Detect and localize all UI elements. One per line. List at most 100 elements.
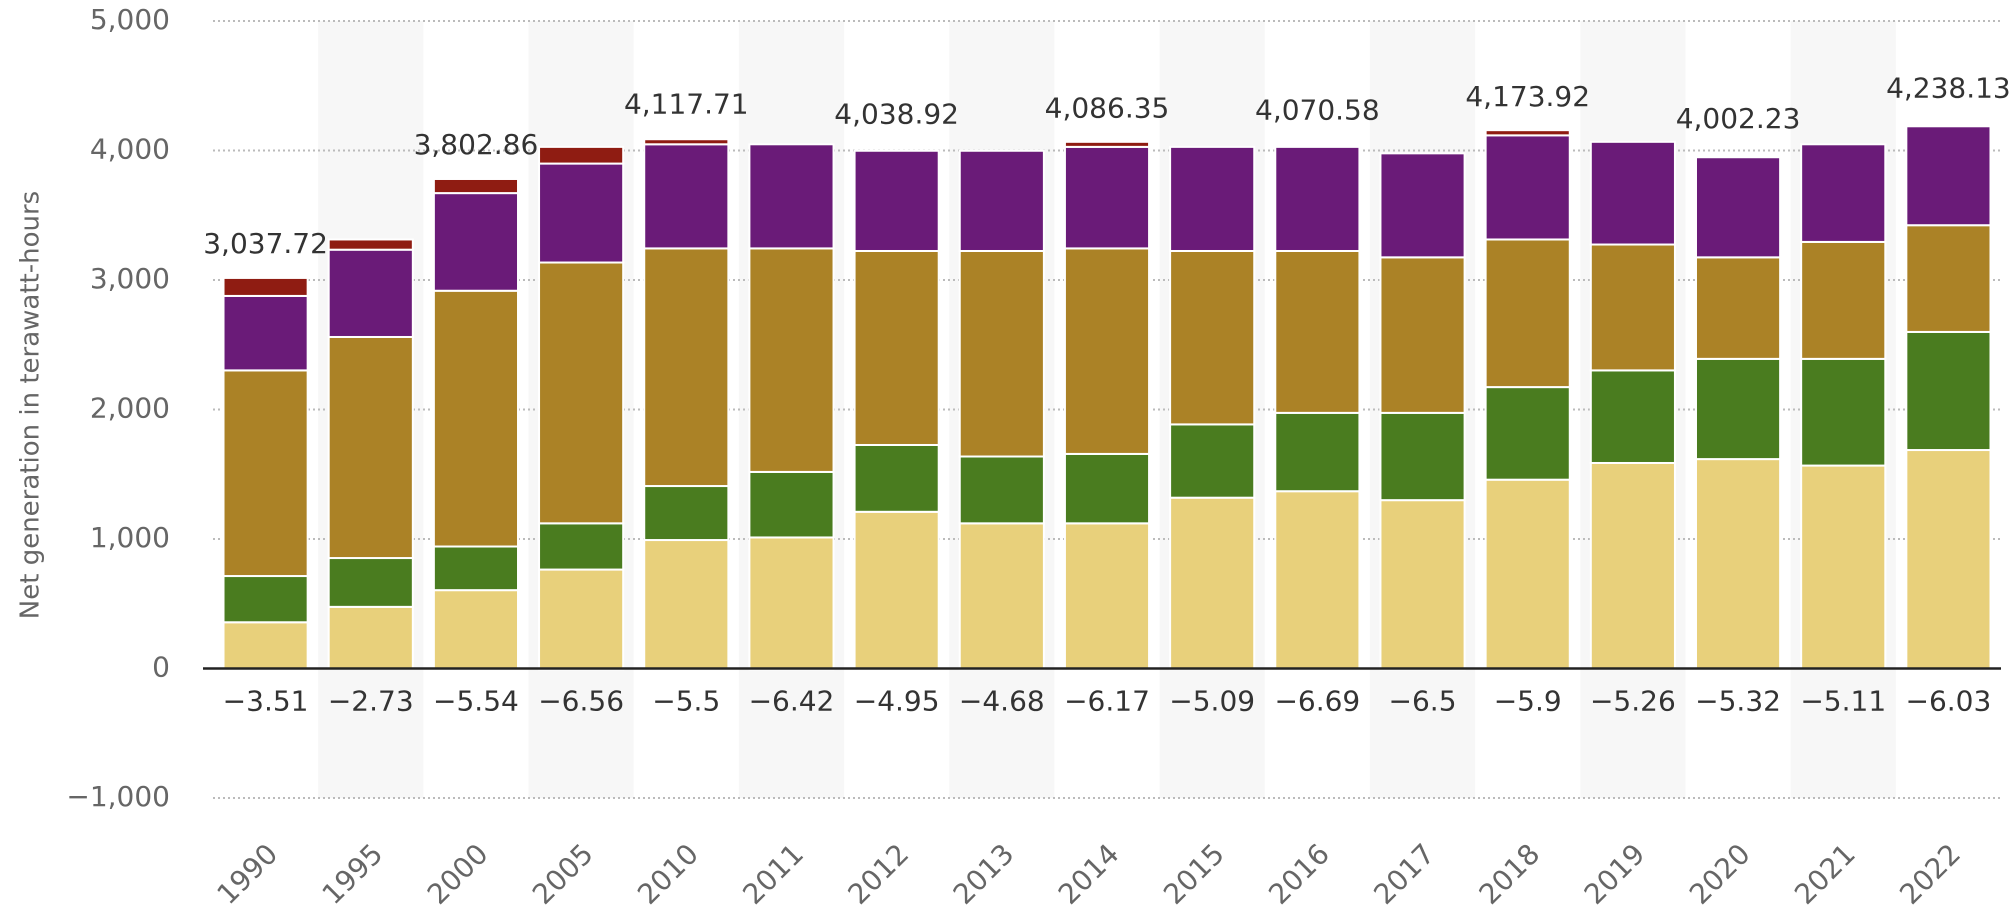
negative-label: −5.9 bbox=[1494, 685, 1562, 718]
bar-segment bbox=[643, 485, 730, 542]
x-tick-label: 2013 bbox=[947, 837, 1021, 911]
x-tick-label: 2010 bbox=[631, 837, 705, 911]
bar-segment bbox=[222, 294, 309, 372]
bar-segment bbox=[1800, 240, 1887, 360]
bar-segment bbox=[1274, 145, 1361, 252]
bar-segment bbox=[643, 247, 730, 488]
bar-segment bbox=[1274, 411, 1361, 493]
x-tick-label: 2019 bbox=[1578, 837, 1652, 911]
bar-segment bbox=[1379, 411, 1466, 502]
bar-segment bbox=[748, 536, 835, 670]
bar-segment bbox=[1274, 490, 1361, 670]
bar-segment bbox=[538, 568, 625, 670]
bar-segment bbox=[1169, 249, 1256, 426]
x-tick-label: 2021 bbox=[1788, 837, 1862, 911]
total-label: 4,173.92 bbox=[1465, 80, 1590, 113]
bar-segment bbox=[1063, 452, 1151, 525]
bar-segment bbox=[853, 249, 940, 446]
x-tick-label: 2018 bbox=[1473, 837, 1547, 911]
negative-label: −5.32 bbox=[1695, 685, 1781, 718]
bar-segment bbox=[222, 276, 309, 297]
bar-segment bbox=[853, 510, 940, 670]
bar-segment bbox=[853, 149, 940, 252]
x-tick-label: 2011 bbox=[736, 837, 810, 911]
bar-segment bbox=[1484, 478, 1571, 670]
total-label: 4,086.35 bbox=[1045, 91, 1170, 124]
bar-segment bbox=[1800, 464, 1887, 670]
x-tick-label: 2017 bbox=[1367, 837, 1441, 911]
negative-label: −6.17 bbox=[1064, 685, 1150, 718]
bar-segment bbox=[1063, 140, 1151, 148]
total-label: 3,037.72 bbox=[203, 227, 328, 260]
x-tick-label: 2012 bbox=[842, 837, 916, 911]
bar-segment bbox=[1905, 449, 1992, 670]
bar-segment bbox=[1800, 357, 1887, 467]
negative-label: −6.5 bbox=[1389, 685, 1457, 718]
y-tick-label: −1,000 bbox=[66, 780, 170, 813]
bar-segment bbox=[1063, 145, 1151, 250]
bar-segment bbox=[1169, 496, 1256, 670]
bar-segment bbox=[1800, 143, 1887, 243]
bar-segment bbox=[1379, 256, 1466, 414]
bar-segment bbox=[643, 539, 730, 670]
bar-segment bbox=[1694, 458, 1782, 670]
bar-segment bbox=[432, 589, 520, 670]
bar-segment bbox=[1589, 461, 1676, 670]
bar-segment bbox=[643, 138, 730, 146]
negative-label: −6.42 bbox=[749, 685, 835, 718]
total-label: 3,802.86 bbox=[414, 128, 539, 161]
x-tick-label: 2022 bbox=[1893, 837, 1967, 911]
bar-segment bbox=[327, 605, 414, 670]
y-axis-title: Net generation in terawatt-hours bbox=[16, 191, 46, 619]
bar-segment bbox=[1905, 330, 1992, 452]
total-label: 4,238.13 bbox=[1886, 72, 2011, 105]
negative-label: −6.56 bbox=[538, 685, 624, 718]
bar-segment bbox=[432, 192, 520, 292]
bar-segment bbox=[432, 289, 520, 548]
bar-segment bbox=[1274, 249, 1361, 414]
bar-segment bbox=[1379, 152, 1466, 259]
x-tick-label: 2005 bbox=[526, 837, 600, 911]
x-tick-label: 2014 bbox=[1052, 837, 1126, 911]
y-tick-label: 4,000 bbox=[90, 133, 170, 166]
bar-segment bbox=[958, 249, 1045, 458]
bar-segment bbox=[538, 522, 625, 571]
y-tick-label: 5,000 bbox=[90, 3, 170, 36]
bar-segment bbox=[1484, 238, 1571, 389]
bar-segment bbox=[643, 143, 730, 250]
x-tick-label: 2000 bbox=[421, 837, 495, 911]
negative-label: −4.95 bbox=[854, 685, 940, 718]
bar-segment bbox=[748, 143, 835, 250]
x-tick-label: 2015 bbox=[1157, 837, 1231, 911]
bar-segment bbox=[1063, 247, 1151, 455]
bar-segment bbox=[222, 575, 309, 624]
y-tick-label: 3,000 bbox=[90, 262, 170, 295]
x-tick-label: 1995 bbox=[316, 837, 390, 911]
negative-label: −6.69 bbox=[1274, 685, 1360, 718]
bar-segment bbox=[1169, 145, 1256, 252]
negative-label: −3.51 bbox=[223, 685, 309, 718]
negative-label: −5.26 bbox=[1590, 685, 1676, 718]
bar-segment bbox=[1379, 499, 1466, 670]
bar-segment bbox=[1589, 369, 1676, 464]
bar-segment bbox=[958, 455, 1045, 525]
bar-segment bbox=[1589, 243, 1676, 372]
bar-segment bbox=[958, 522, 1045, 670]
bar-segment bbox=[538, 162, 625, 264]
bar-segment bbox=[1694, 156, 1782, 259]
bar-segment bbox=[1484, 129, 1571, 137]
bar-segment bbox=[1484, 386, 1571, 481]
bar-segment bbox=[958, 149, 1045, 252]
bar-segment bbox=[853, 443, 940, 513]
bar-segment bbox=[748, 247, 835, 473]
bar-segment bbox=[1905, 224, 1992, 333]
negative-label: −5.54 bbox=[433, 685, 519, 718]
x-tick-label: 1990 bbox=[210, 837, 284, 911]
y-tick-label: 0 bbox=[152, 651, 170, 684]
bar-segment bbox=[538, 261, 625, 525]
y-tick-label: 2,000 bbox=[90, 392, 170, 425]
bar-segment bbox=[327, 557, 414, 608]
bar-segment bbox=[1905, 125, 1992, 227]
bar-segment bbox=[222, 621, 309, 670]
